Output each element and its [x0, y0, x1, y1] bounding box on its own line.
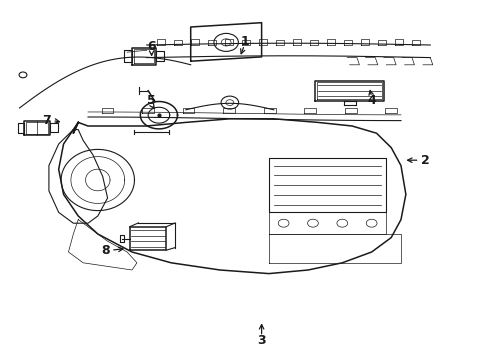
Text: 1: 1	[240, 35, 248, 48]
Text: 8: 8	[101, 244, 109, 257]
Text: 5: 5	[147, 94, 156, 107]
Text: 4: 4	[366, 94, 375, 107]
Text: 7: 7	[42, 114, 51, 127]
Text: 2: 2	[420, 154, 429, 167]
Text: 3: 3	[257, 334, 265, 347]
Text: 6: 6	[147, 40, 156, 53]
